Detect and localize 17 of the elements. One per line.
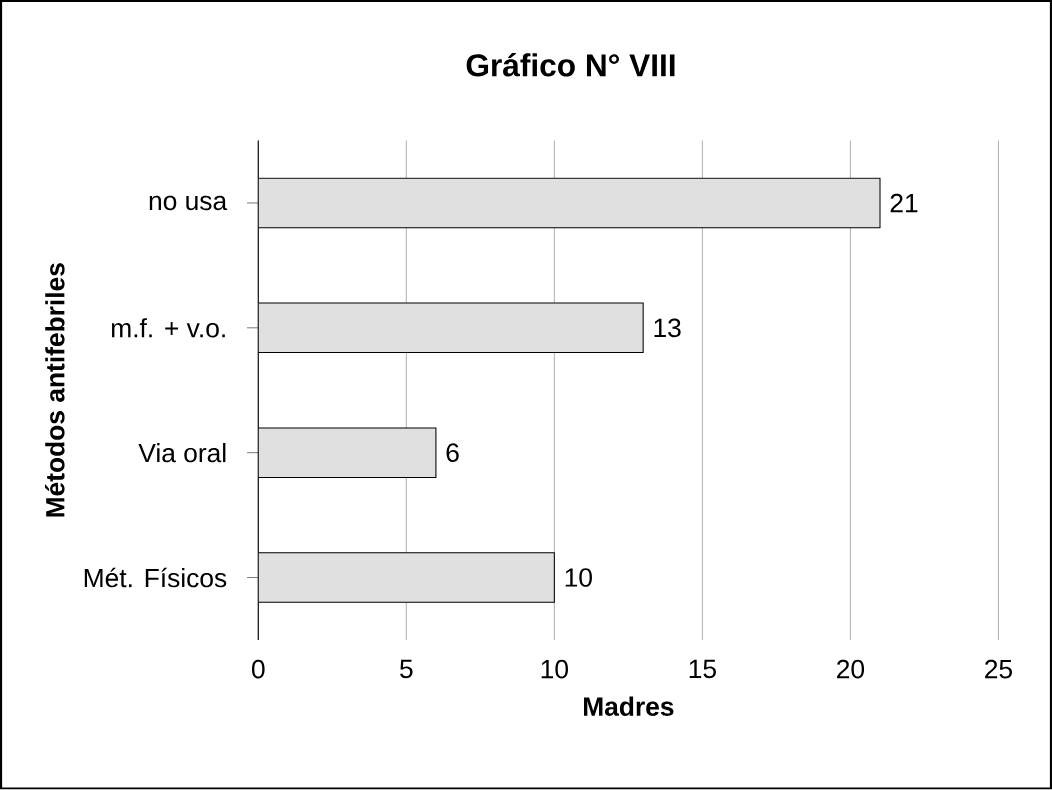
x-tick-label: 5 — [400, 660, 413, 679]
x-tick-label: 25 — [985, 660, 1012, 679]
x-axis-title: Madres — [583, 696, 674, 717]
y-tick-label: Via oral — [138, 443, 226, 463]
data-label: 6 — [446, 443, 459, 463]
data-label: 10 — [565, 568, 592, 588]
y-tick-label: Mét. Físicos — [84, 567, 227, 588]
x-tick-label: 20 — [837, 660, 865, 679]
y-tick-label: no usa — [149, 196, 228, 211]
x-tick-label: 0 — [251, 660, 265, 679]
chart-title: Gráfico N° VIII — [466, 53, 675, 77]
x-tick-label: 10 — [541, 660, 568, 679]
y-tick-label: m.f. + v.o. — [111, 318, 225, 338]
data-label: 13 — [654, 318, 681, 338]
data-label: 21 — [890, 194, 918, 213]
x-tick-label: 15 — [689, 660, 716, 679]
y-axis-title: Métodos antifebriles — [44, 263, 65, 517]
